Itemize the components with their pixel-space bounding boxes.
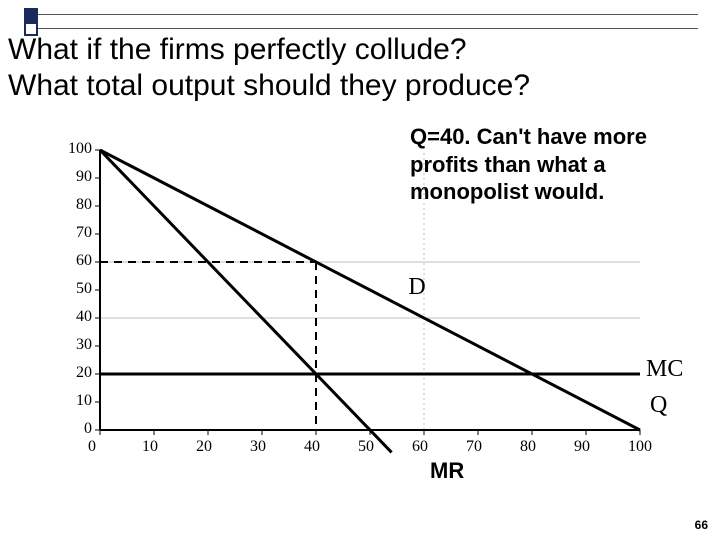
- slide-title: What if the firms perfectly collude? Wha…: [8, 32, 712, 104]
- title-line-1: What if the firms perfectly collude?: [8, 32, 712, 68]
- x-tick-label: 10: [142, 438, 158, 456]
- y-tick-label: 40: [52, 308, 92, 326]
- x-tick-label: 80: [520, 438, 536, 456]
- page-number: 66: [695, 518, 708, 532]
- y-tick-label: 100: [52, 140, 92, 158]
- x-tick-label: 70: [466, 438, 482, 456]
- x-tick-label: 40: [304, 438, 320, 456]
- x-tick-label: 20: [196, 438, 212, 456]
- economics-chart: 0 10 20 30 40 50 60 70 80 90 100 0 10 20 30 40 50 60 70 80 9…: [30, 140, 650, 480]
- mr-curve-label: MR: [430, 458, 464, 484]
- y-tick-label: 20: [52, 364, 92, 382]
- x-tick-label: 50: [358, 438, 374, 456]
- y-tick-label: 80: [52, 196, 92, 214]
- y-tick-label: 50: [52, 280, 92, 298]
- y-tick-label: 90: [52, 168, 92, 186]
- y-tick-label: 10: [52, 392, 92, 410]
- y-tick-label: 60: [52, 252, 92, 270]
- x-tick-label: 100: [628, 438, 652, 456]
- mc-curve-label: MC: [646, 356, 683, 383]
- x-tick-label: 0: [88, 438, 96, 456]
- title-decoration: [24, 8, 54, 32]
- y-tick-label: 0: [52, 420, 92, 438]
- y-tick-label: 30: [52, 336, 92, 354]
- x-tick-label: 60: [412, 438, 428, 456]
- demand-curve-label: D: [408, 274, 425, 301]
- q-axis-label: Q: [650, 392, 667, 419]
- x-tick-label: 90: [574, 438, 590, 456]
- y-tick-label: 70: [52, 224, 92, 242]
- x-tick-label: 30: [250, 438, 266, 456]
- title-line-2: What total output should they produce?: [8, 68, 712, 104]
